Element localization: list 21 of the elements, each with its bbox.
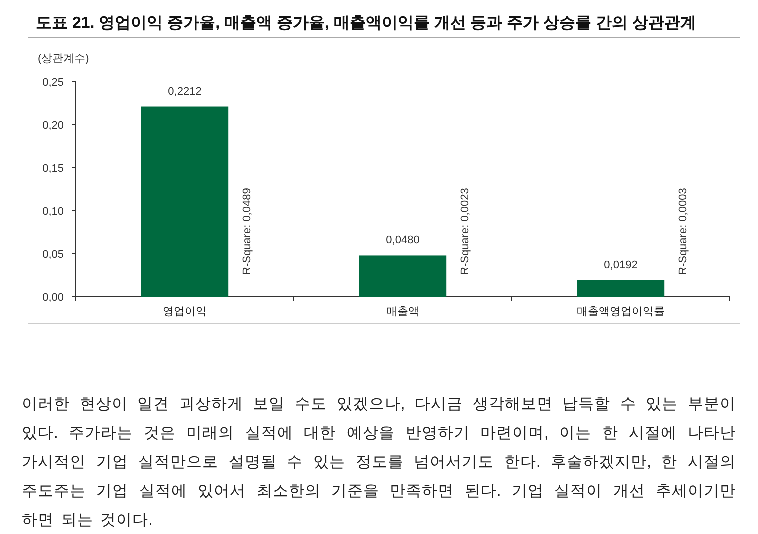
bar bbox=[577, 280, 665, 297]
bar bbox=[359, 256, 447, 297]
annotation: R-Square: 0,0489 bbox=[242, 188, 254, 275]
data-label: 0,2212 bbox=[168, 86, 202, 98]
y-tick-label: 0,10 bbox=[42, 206, 64, 218]
y-tick-label: 0,20 bbox=[42, 120, 64, 132]
x-tick-label: 매출액 bbox=[386, 306, 420, 318]
y-tick-label: 0,25 bbox=[42, 77, 64, 89]
chart-title: 도표 21. 영업이익 증가율, 매출액 증가율, 매출액이익률 개선 등과 주가 상승률 간의 상관관계 bbox=[36, 15, 696, 32]
text: 이러한 현상이 일견 괴상하게 보일 수도 있겠으나, 다시금 생각해보면 납득할 수 있는 부분이 있다. 주가라는 것은 미래의 실적에 대한 예상을 반영하기 마련이며, 이는 한 시절에 나타난 가시적인 기업 실적만으로 설명될 수 있는 정도를 넘어서기도 한다. 후술하겠지만, 한 시절의 주도주는 기업 실적에 있어서 최소한의 기준을 만족하면 된다. 기업 실적이 개선 추세이기만 하면 되는 것이다. bbox=[22, 395, 736, 531]
y-axis-title: (상관계수) bbox=[38, 53, 90, 65]
y-tick-label: 0,05 bbox=[42, 249, 64, 261]
y-tick-label: 0,15 bbox=[42, 163, 64, 175]
x-tick-label: 영업이익 bbox=[163, 306, 207, 318]
bar bbox=[141, 106, 229, 297]
y-tick-label: 0,00 bbox=[42, 292, 64, 304]
data-label: 0,0192 bbox=[604, 259, 638, 272]
annotation: R-Square: 0,0003 bbox=[678, 188, 690, 275]
annotation: R-Square: 0,0023 bbox=[460, 188, 472, 275]
x-tick-label: 매출액영업이익률 bbox=[577, 306, 665, 318]
data-label: 0,0480 bbox=[386, 234, 420, 247]
